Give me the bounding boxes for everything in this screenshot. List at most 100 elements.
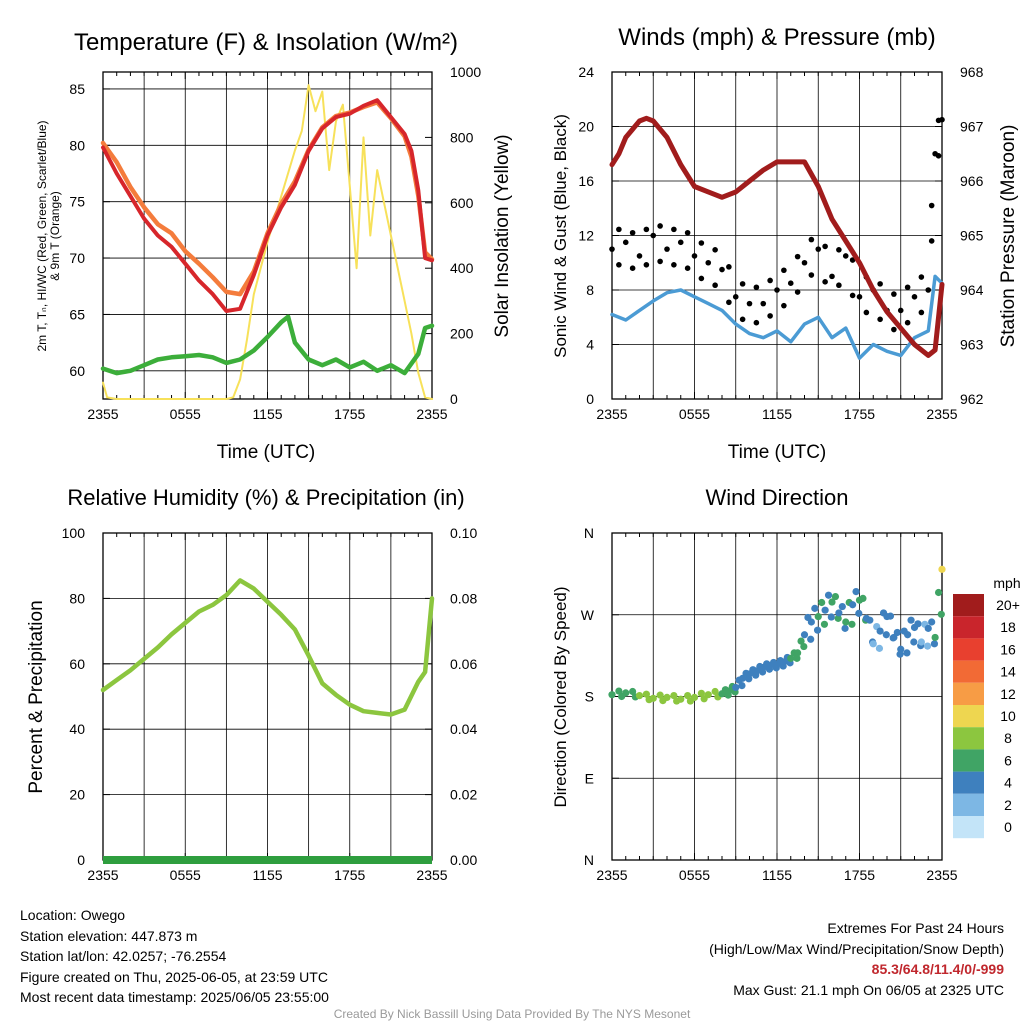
direction-point — [923, 642, 932, 650]
legend-swatch — [953, 816, 984, 839]
gust-point — [691, 253, 698, 259]
y-tick-label: 20 — [578, 119, 594, 135]
gust-point — [822, 279, 828, 285]
x-tick-label: 2355 — [596, 406, 627, 422]
legend-swatch — [953, 616, 984, 639]
gust-point — [829, 273, 835, 280]
chart-title: Wind Direction — [705, 485, 848, 510]
direction-point — [794, 649, 802, 657]
x-tick-label: 0555 — [170, 867, 201, 883]
gust-point — [808, 272, 815, 278]
direction-point — [876, 627, 884, 635]
y-tick-label: 65 — [69, 306, 85, 322]
gust-point — [657, 223, 663, 229]
y-tick-label: S — [585, 689, 594, 705]
y2-tick-label: 963 — [960, 337, 984, 353]
gust-point — [712, 282, 718, 289]
y-tick-label: 24 — [578, 64, 594, 80]
info-elevation: Station elevation: 447.873 m — [20, 927, 198, 944]
y2-tick-label: 0.02 — [450, 787, 477, 803]
credit-line: Created By Nick Bassill Using Data Provi… — [333, 1007, 691, 1021]
y-axis-label: Sonic Wind & Gust (Blue, Black) — [551, 114, 570, 358]
y2-axis-label: Solar Insolation (Yellow) — [492, 134, 513, 337]
direction-point — [684, 691, 692, 700]
direction-point — [814, 612, 822, 621]
gust-point — [863, 309, 870, 316]
direction-point — [670, 691, 678, 700]
gust-point — [753, 284, 760, 291]
gust-point — [877, 316, 883, 323]
gust-point — [767, 277, 773, 284]
gust-point — [918, 274, 925, 280]
gust-point — [928, 202, 935, 209]
direction-point — [663, 693, 671, 702]
info-recent: Most recent data timestamp: 2025/06/05 2… — [20, 989, 329, 1005]
direction-point — [732, 683, 740, 692]
speed-legend: mph 20+ 18 16 14 12 10 8 6 4 2 0 — [953, 575, 1021, 839]
y-tick-label: 40 — [69, 721, 85, 737]
station-info: Location: Owego Station elevation: 447.8… — [20, 905, 329, 1008]
gust-point — [815, 246, 822, 252]
direction-point — [704, 691, 712, 699]
info-latlon: Station lat/lon: 42.0257; -76.2554 — [20, 948, 227, 964]
y2-tick-label: 400 — [450, 260, 474, 276]
gust-point — [684, 265, 691, 272]
direction-point — [821, 606, 829, 614]
legend-label: 2 — [1004, 797, 1012, 813]
legend-swatch — [953, 594, 984, 617]
y-tick-label: 75 — [69, 194, 85, 210]
extremes-values: 85.3/64.8/11.4/0/-999 — [871, 961, 1004, 977]
x-tick-label: 0555 — [679, 406, 710, 422]
humidity-line — [100, 578, 435, 717]
y2-tick-label: 800 — [450, 129, 474, 145]
direction-point — [855, 609, 863, 617]
direction-point — [882, 631, 890, 639]
direction-point — [897, 645, 905, 653]
y-axis-label: Percent & Precipitation — [26, 600, 47, 793]
y-tick-label: 12 — [578, 228, 594, 244]
y-tick-label: 60 — [69, 656, 85, 672]
direction-point — [615, 687, 623, 695]
gust-point — [636, 253, 643, 259]
gust-point — [753, 319, 760, 326]
gust-point — [842, 253, 849, 259]
y-tick-label: 20 — [69, 787, 85, 803]
x-tick-label: 0555 — [679, 867, 710, 883]
y2-tick-label: 964 — [960, 282, 984, 298]
gust-point — [794, 253, 801, 260]
gust-point — [616, 261, 622, 268]
gust-point — [911, 294, 918, 300]
y2-tick-label: 968 — [960, 64, 984, 80]
legend-label: 10 — [1000, 708, 1016, 724]
y2-axis-label: Station Pressure (Maroon) — [998, 125, 1019, 348]
legend-label: 18 — [1000, 619, 1016, 635]
direction-point — [711, 687, 719, 696]
direction-point — [875, 644, 884, 652]
y2-tick-label: 600 — [450, 195, 474, 211]
gust-point — [891, 326, 897, 333]
gust-point — [781, 302, 787, 309]
gust-point — [657, 258, 663, 265]
x-tick-label: 0555 — [170, 406, 201, 422]
direction-point — [931, 633, 939, 642]
direction-point — [838, 602, 846, 611]
legend-swatch — [953, 660, 984, 683]
y2-tick-label: 1000 — [450, 64, 481, 80]
gust-point — [935, 152, 942, 159]
gust-point — [808, 236, 815, 243]
direction-point — [807, 618, 815, 626]
gust-point — [629, 229, 636, 236]
direction-point — [831, 592, 840, 601]
gust-point — [856, 294, 863, 300]
chart-title: Temperature (F) & Insolation (W/m²) — [74, 29, 458, 56]
x-tick-label: 2355 — [416, 867, 447, 883]
y-tick-label: 70 — [69, 250, 85, 266]
direction-point — [818, 598, 826, 607]
panel-2: 2355 0555 1155 1755 235504812162024962963964… — [551, 24, 1019, 463]
direction-point — [811, 604, 819, 612]
gust-point — [904, 319, 911, 326]
legend-label: 12 — [1000, 686, 1016, 702]
gust-point — [877, 281, 883, 287]
y2-tick-label: 0.08 — [450, 590, 477, 606]
